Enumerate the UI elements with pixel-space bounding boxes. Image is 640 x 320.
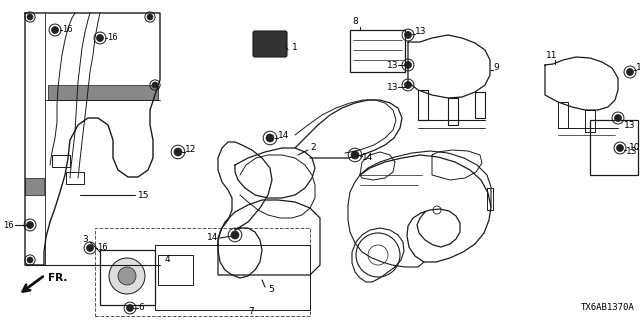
Circle shape [404,82,412,89]
Bar [158,255,193,285]
Circle shape [152,82,158,88]
Circle shape [127,305,134,311]
Polygon shape [25,178,44,195]
Bar [100,250,155,305]
Text: 12: 12 [185,146,196,155]
Text: 1: 1 [292,44,298,52]
Bar [66,172,84,184]
Circle shape [109,258,145,294]
Circle shape [27,14,33,20]
Text: 13: 13 [636,63,640,73]
Bar [590,120,638,175]
Text: 13: 13 [415,28,426,36]
Circle shape [97,35,104,42]
Text: TX6AB1370A: TX6AB1370A [581,303,635,312]
Text: 11: 11 [546,51,557,60]
Text: 3: 3 [83,236,88,244]
Bar [350,30,405,72]
Text: 2: 2 [310,143,316,153]
Text: 8: 8 [352,18,358,27]
Circle shape [118,267,136,285]
Text: 16: 16 [62,26,72,35]
Text: 9: 9 [493,63,499,73]
Text: 4: 4 [165,255,171,265]
Text: 6: 6 [138,303,144,313]
Text: 16: 16 [3,220,14,229]
Text: FR.: FR. [48,273,67,283]
Circle shape [266,134,274,142]
Circle shape [174,148,182,156]
Bar [487,188,493,210]
Circle shape [351,151,359,159]
Text: 13: 13 [626,148,637,156]
Bar [155,245,310,310]
Text: 13: 13 [387,60,398,69]
Circle shape [86,244,93,252]
FancyBboxPatch shape [253,31,287,57]
Text: 14: 14 [207,234,218,243]
Circle shape [404,61,412,68]
Circle shape [51,27,58,34]
Bar [52,155,70,167]
Circle shape [27,257,33,263]
Circle shape [26,221,33,228]
Circle shape [231,231,239,239]
Text: 15: 15 [138,190,150,199]
Text: 5: 5 [268,285,274,294]
Text: 16: 16 [97,244,108,252]
Bar [95,228,310,316]
Text: 13: 13 [387,83,398,92]
Circle shape [147,14,153,20]
Text: 14: 14 [362,154,373,163]
Text: 16: 16 [107,34,118,43]
Text: 14: 14 [278,131,289,140]
Text: 7: 7 [248,308,253,316]
Circle shape [627,68,634,76]
Circle shape [616,145,623,151]
Circle shape [404,31,412,38]
Text: 10: 10 [628,143,640,153]
Text: 13: 13 [624,121,636,130]
Circle shape [614,115,621,122]
Polygon shape [48,85,158,100]
